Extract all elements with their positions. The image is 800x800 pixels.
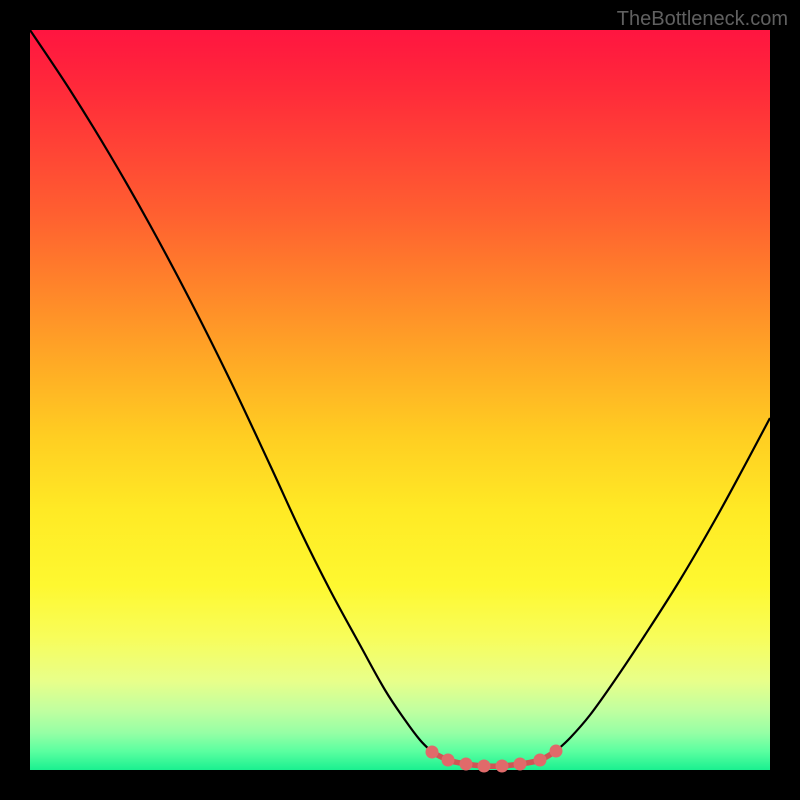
watermark: TheBottleneck.com <box>617 8 788 31</box>
chart-container: TheBottleneck.com <box>0 0 800 800</box>
marker-point <box>442 754 455 767</box>
marker-point <box>460 758 473 771</box>
chart-plot-area <box>30 30 770 770</box>
marker-point <box>550 745 563 758</box>
marker-point <box>496 760 509 773</box>
marker-point <box>426 746 439 759</box>
marker-point <box>534 754 547 767</box>
bottleneck-chart <box>0 0 800 800</box>
marker-point <box>478 760 491 773</box>
marker-point <box>514 758 527 771</box>
